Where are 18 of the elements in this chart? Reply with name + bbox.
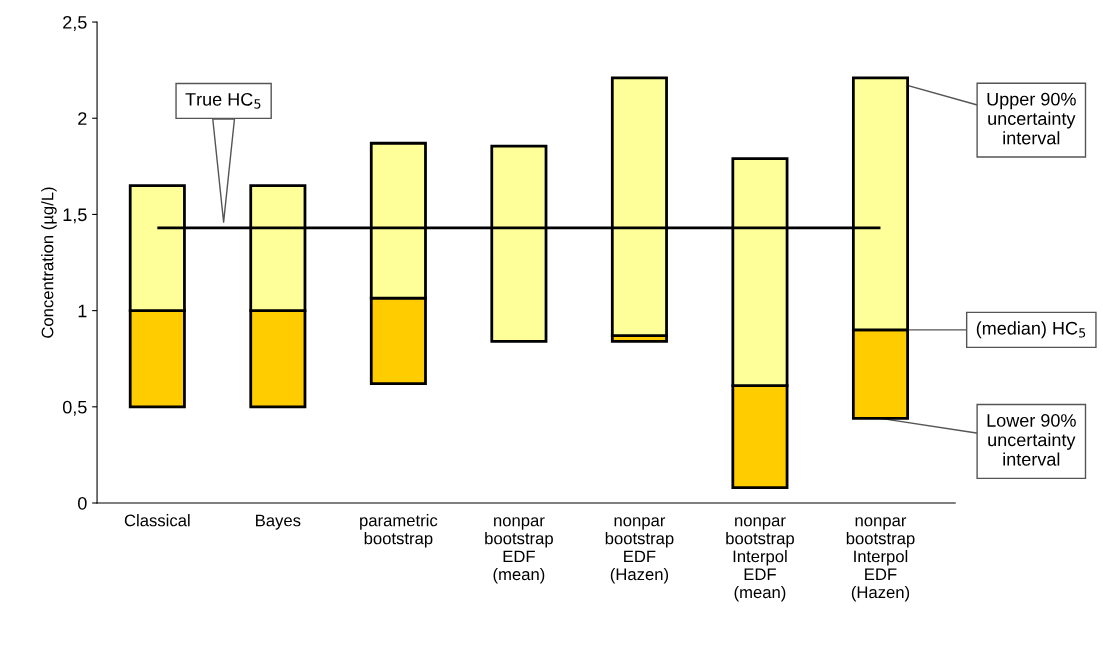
y-tick-label: 1,5 <box>63 208 87 224</box>
x-tick-label: nonpar bootstrap Interpol EDF (mean) <box>726 517 794 602</box>
x-tick-label: Bayes <box>256 514 301 530</box>
y-axis-title: Concentration (µg/L) <box>41 187 57 338</box>
ref-line-label: True HC$_{5}$ <box>185 92 261 109</box>
x-tick-label: Classical <box>124 514 190 527</box>
annotation: Lower 90% uncertainty interval <box>987 414 1076 466</box>
y-tick-label: 0 <box>78 496 87 510</box>
x-tick-label: parametric bootstrap <box>360 514 438 548</box>
x-tick-label: nonpar bootstrap EDF (Hazen) <box>605 517 674 584</box>
x-tick-label: nonpar bootstrap Interpol EDF (Hazen) <box>846 517 915 602</box>
x-tick-label: nonpar bootstrap EDF (mean) <box>485 517 553 584</box>
y-tick-label: 1 <box>78 304 87 318</box>
y-tick-label: 2 <box>78 112 87 125</box>
y-tick-label: 2,5 <box>63 15 87 31</box>
annotation: Upper 90% uncertainty interval <box>987 92 1076 145</box>
annotation: (median) HC$_{5}$ <box>976 321 1086 339</box>
y-tick-label: 0,5 <box>62 400 87 416</box>
